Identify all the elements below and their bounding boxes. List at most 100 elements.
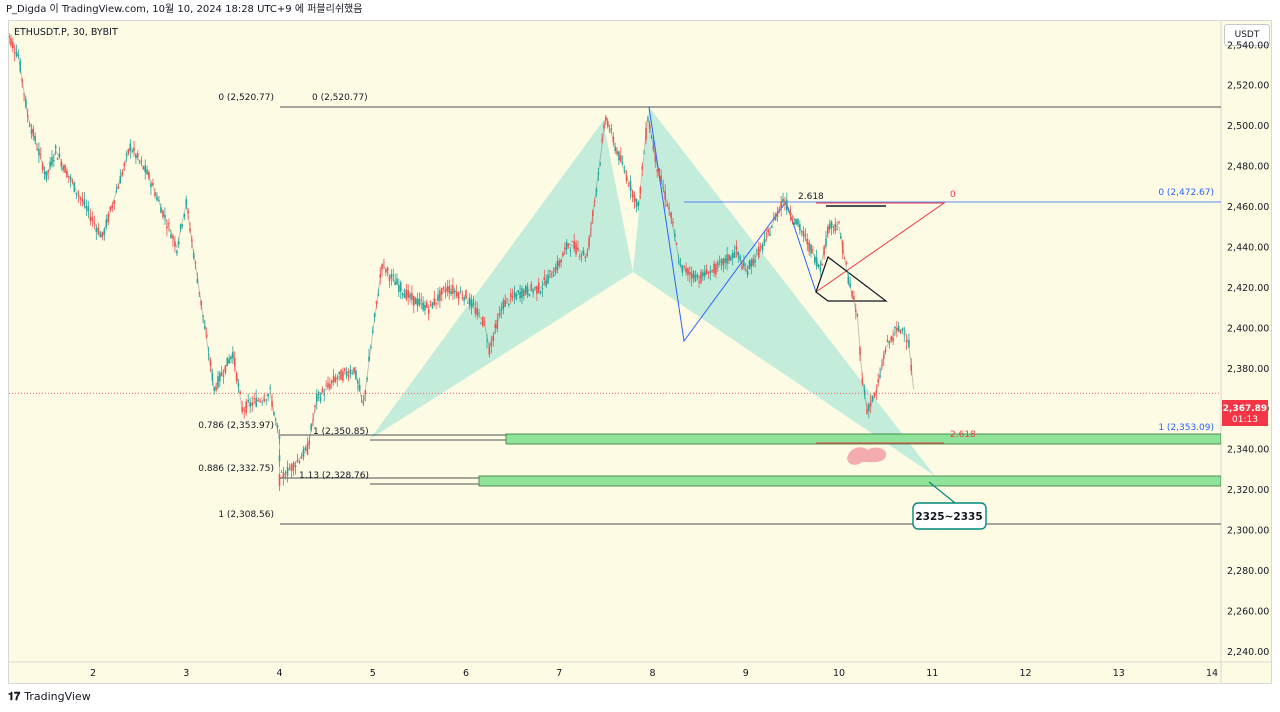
candle-body	[588, 238, 590, 247]
candle-body	[681, 265, 684, 273]
candle-body	[261, 401, 263, 403]
candle-body	[871, 395, 874, 402]
price-tick-label: 2,440.00	[1227, 242, 1269, 253]
symbol-label: ETHUSDT.P, 30, BYBIT	[14, 27, 118, 38]
candle-body	[550, 277, 553, 279]
candle-body	[385, 269, 387, 273]
candle-body	[765, 233, 768, 235]
candle-body	[213, 387, 216, 391]
candle-body	[273, 411, 275, 415]
candle-body	[154, 192, 156, 197]
candle-body	[488, 346, 491, 355]
candle-body	[908, 339, 910, 348]
candle-body	[812, 249, 814, 251]
candle-body	[461, 297, 464, 299]
candle-body	[332, 375, 335, 383]
candle-body	[51, 157, 53, 166]
candle-body	[888, 341, 891, 343]
candle-body	[205, 334, 208, 337]
candle-body	[534, 287, 536, 288]
candle-body	[136, 152, 139, 158]
candle-body	[323, 393, 326, 396]
candle-body	[377, 294, 380, 296]
candle-body	[93, 222, 96, 224]
candle-body	[593, 200, 596, 202]
candle-body	[795, 219, 797, 225]
candle-body	[160, 207, 162, 214]
candle-body	[215, 386, 217, 391]
candle-body	[890, 336, 893, 341]
candle-body	[455, 291, 458, 297]
candle-body	[894, 326, 896, 329]
candle-body	[767, 228, 769, 233]
candle-body	[595, 188, 598, 192]
currency-selector[interactable]: USDT	[1224, 24, 1270, 46]
time-tick-label: 2	[90, 668, 96, 679]
candle-body	[290, 464, 293, 472]
candle-body	[454, 290, 456, 293]
candle-body	[424, 305, 426, 311]
candle-body	[349, 370, 352, 374]
candle-body	[685, 267, 687, 273]
candle-body	[211, 373, 214, 381]
candle-body	[235, 372, 238, 382]
candle-body	[899, 329, 902, 334]
candle-body	[345, 371, 348, 376]
candle-body	[194, 262, 197, 264]
candle-body	[109, 206, 112, 211]
candle-body	[861, 378, 864, 384]
chart-area[interactable]	[8, 20, 1272, 684]
fib-label: 0.886 (2,332.75)	[198, 464, 274, 474]
candle-body	[280, 471, 283, 473]
candle-body	[618, 151, 620, 161]
annotation-text: 2325~2335	[915, 511, 982, 523]
annotation-pointer	[928, 481, 956, 504]
candle-body	[675, 244, 678, 246]
candle-body	[62, 166, 64, 171]
candle-body	[631, 190, 634, 198]
candle-body	[249, 402, 251, 407]
candle-body	[177, 241, 180, 244]
candle-body	[490, 341, 493, 346]
candle-body	[401, 293, 404, 296]
candle-body	[528, 294, 531, 297]
candle-body	[278, 474, 281, 487]
candle-body	[192, 253, 195, 258]
candle-body	[748, 260, 751, 269]
time-tick-label: 14	[1206, 668, 1218, 679]
candle-body	[877, 379, 879, 383]
candle-body	[716, 262, 719, 266]
candle-body	[536, 286, 538, 294]
candle-body	[292, 462, 295, 471]
candle-body	[601, 139, 603, 142]
candle-body	[623, 170, 626, 173]
candle-body	[6, 33, 8, 34]
candle-body	[739, 256, 741, 260]
candle-body	[715, 263, 717, 275]
candle-body	[25, 99, 27, 108]
candle-body	[146, 169, 148, 175]
candle-body	[648, 124, 651, 129]
candle-body	[703, 271, 706, 277]
candle-body	[817, 264, 820, 268]
candle-body	[660, 175, 662, 182]
candle-body	[111, 205, 114, 208]
candle-body	[5, 28, 7, 29]
candle-body	[97, 228, 100, 235]
candle-body	[150, 183, 152, 188]
candle-body	[804, 234, 807, 236]
candle-body	[881, 364, 883, 367]
fib-label-2618: 2.618	[798, 192, 824, 202]
candle-body	[486, 340, 488, 342]
candle-body	[690, 274, 693, 279]
candle-body	[162, 210, 164, 217]
candle-body	[457, 292, 460, 299]
time-tick-label: 5	[370, 668, 376, 679]
candle-body	[778, 209, 781, 210]
price-axis[interactable]: 2,540.00 2,520.00 2,500.00 2,480.00 2,460.00…	[1227, 40, 1269, 658]
candle-body	[560, 259, 562, 263]
candle-body	[750, 259, 753, 267]
candle-body	[209, 360, 212, 366]
time-axis[interactable]: 2 3 4 5 6 7 8 9 10 11 12 13 14	[90, 668, 1218, 679]
